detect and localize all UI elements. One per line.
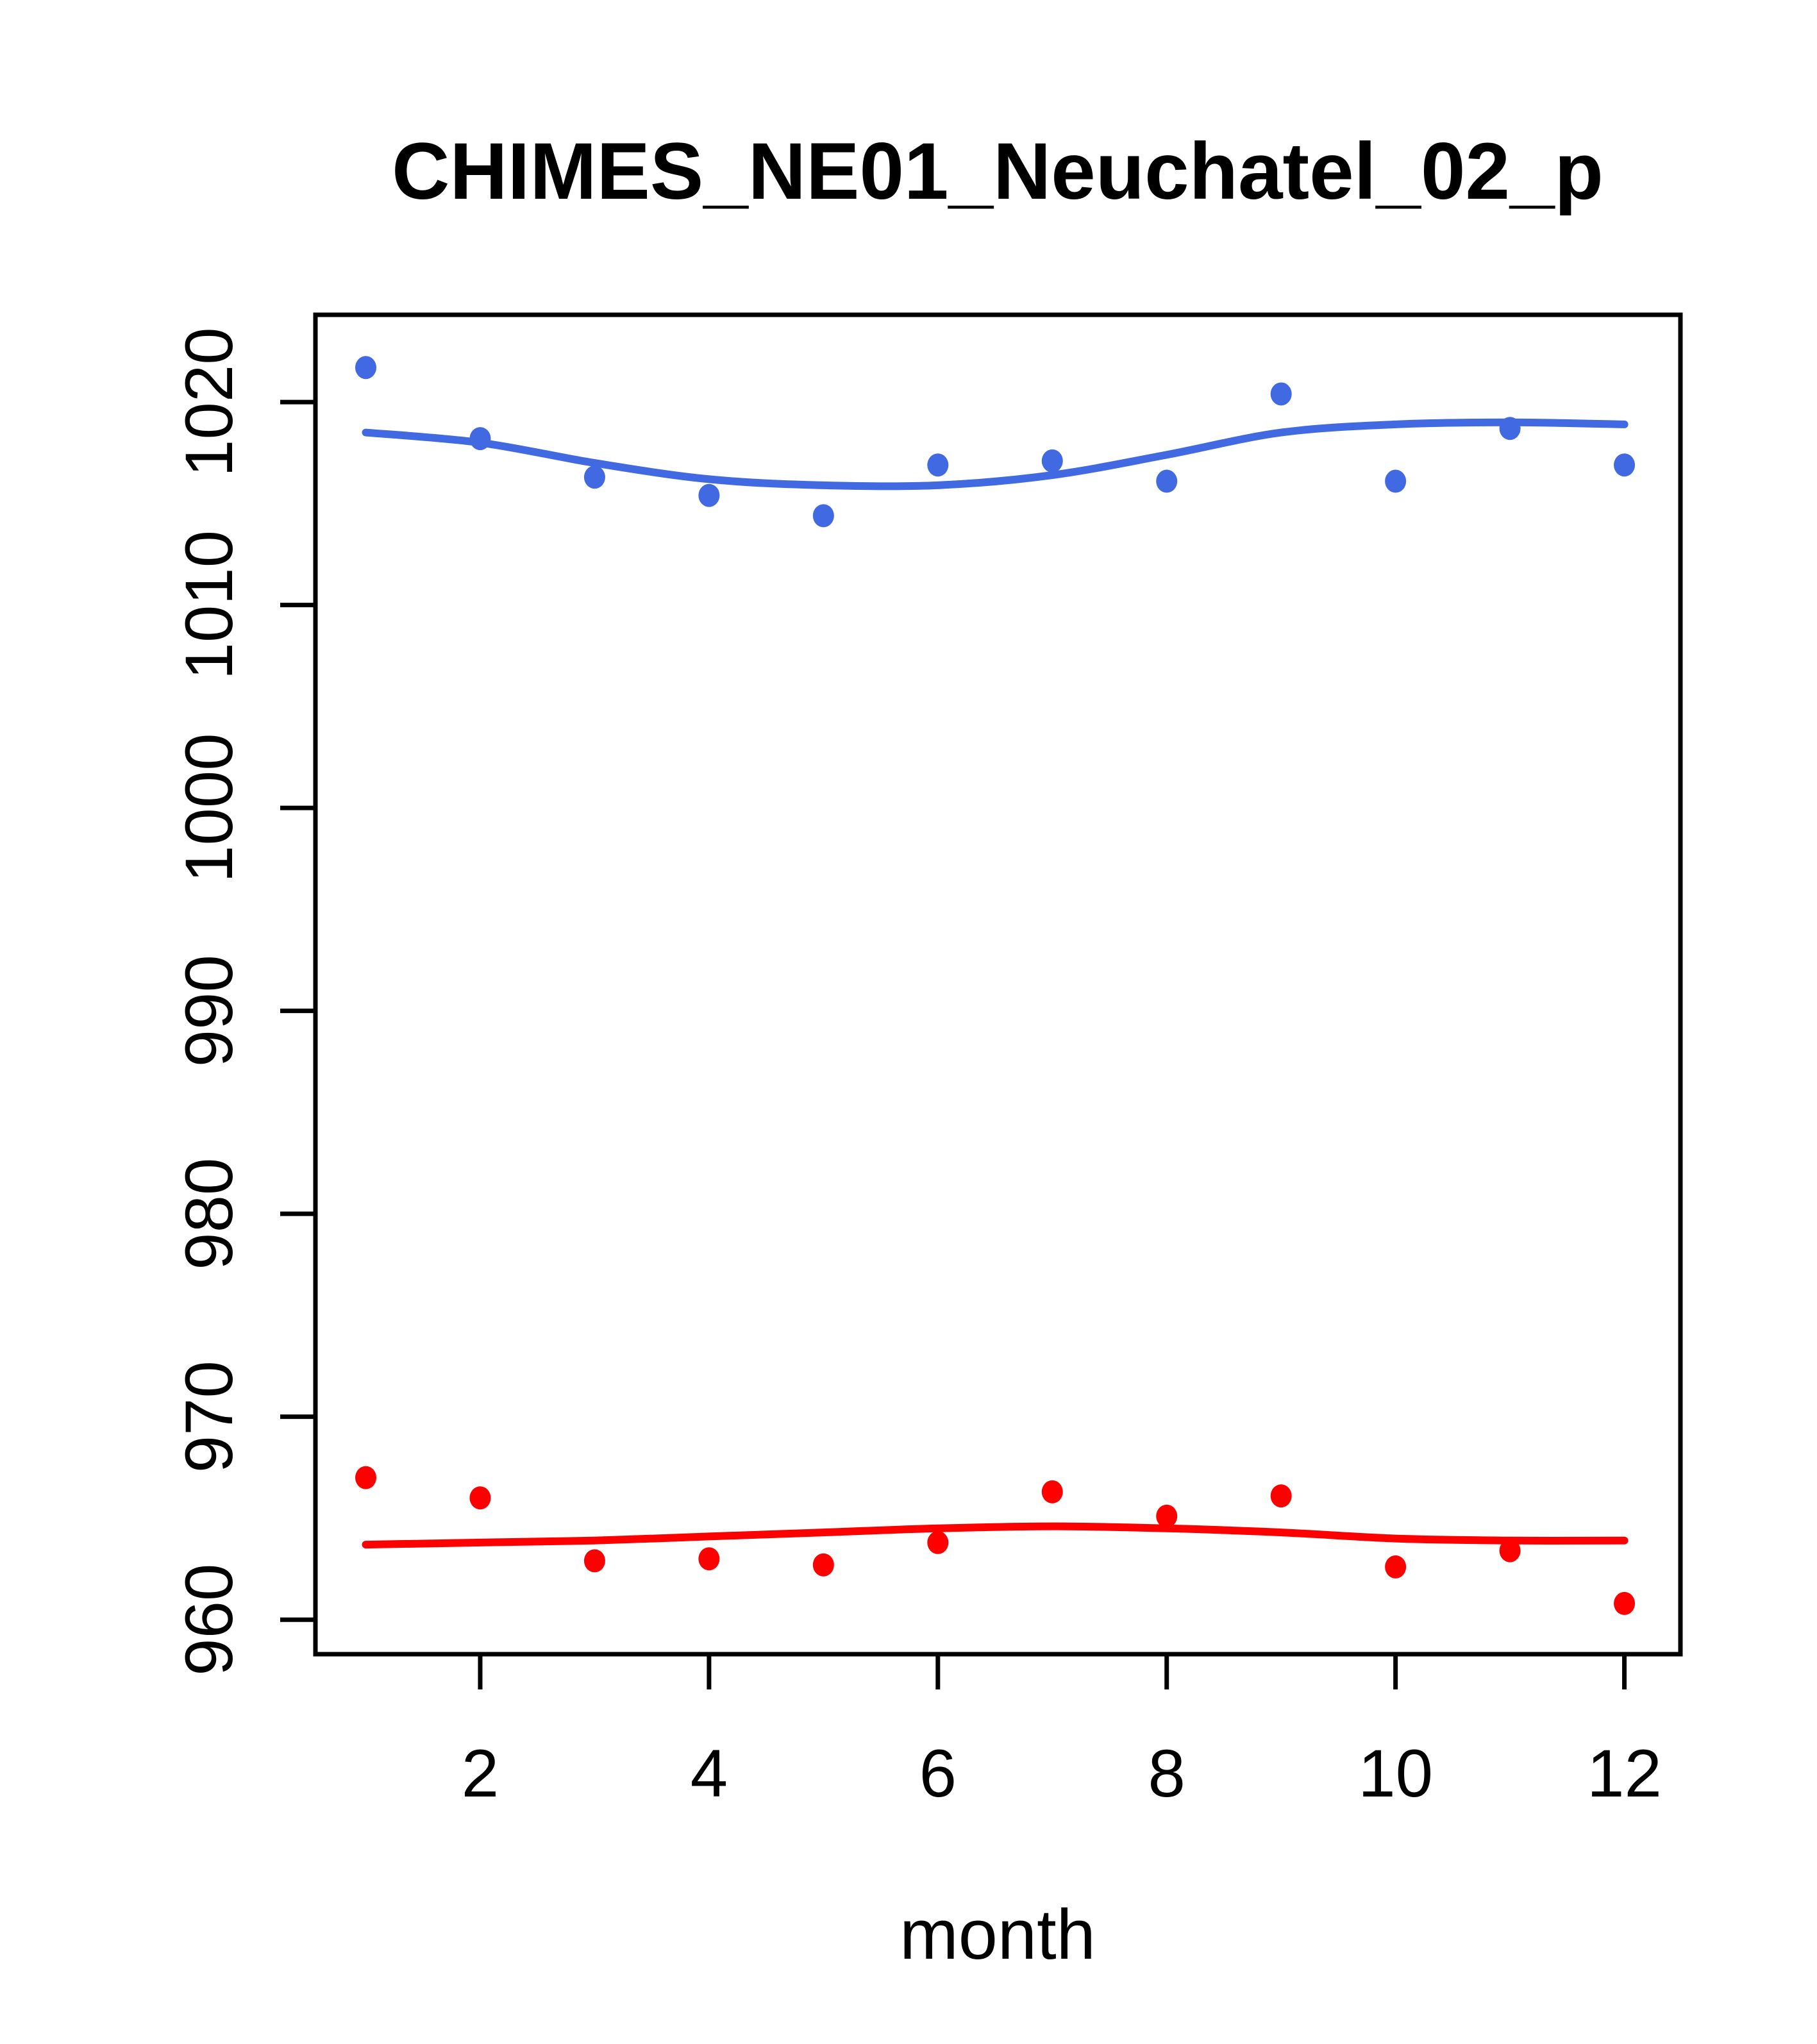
- lower-pressure-red-point: [355, 1466, 377, 1489]
- lower-pressure-red-point: [1041, 1480, 1063, 1504]
- upper-pressure-blue-point: [355, 356, 377, 380]
- upper-pressure-blue-point: [1499, 417, 1521, 440]
- y-tick-label: 1020: [172, 327, 247, 477]
- x-tick-label: 6: [919, 1736, 957, 1811]
- lower-pressure-red-point: [1385, 1555, 1407, 1579]
- lower-pressure-red-loess-line: [362, 1522, 1629, 1549]
- y-tick-label: 990: [172, 955, 247, 1067]
- y-tick-label: 1000: [172, 733, 247, 883]
- x-tick-label: 10: [1358, 1736, 1433, 1811]
- upper-pressure-blue-point: [927, 453, 949, 477]
- lower-pressure-red-point: [1499, 1539, 1521, 1562]
- x-tick-label: 2: [462, 1736, 499, 1811]
- y-axis-ticks: 960 970 980 990 1000 1010 1020: [172, 327, 315, 1676]
- data-points: [355, 356, 1636, 1615]
- upper-pressure-blue-loess-line: [362, 418, 1629, 490]
- lower-pressure-red-point: [1614, 1591, 1636, 1615]
- lower-pressure-red-point: [698, 1547, 720, 1571]
- upper-pressure-blue-point: [1614, 453, 1636, 477]
- lower-pressure-red-point: [1270, 1484, 1292, 1508]
- upper-pressure-blue-point: [812, 504, 834, 528]
- x-tick-label: 12: [1587, 1736, 1662, 1811]
- lower-pressure-red-point: [469, 1486, 491, 1510]
- x-tick-label: 4: [691, 1736, 728, 1811]
- upper-pressure-blue-point: [1270, 382, 1292, 406]
- x-axis-ticks: 2 4 6 8 10 12: [462, 1654, 1662, 1811]
- x-axis-title: month: [900, 1895, 1096, 1974]
- lower-pressure-red-point: [583, 1549, 605, 1573]
- upper-pressure-blue-point: [469, 427, 491, 451]
- lower-pressure-red-point: [812, 1553, 834, 1577]
- plot-frame: [313, 312, 1683, 1657]
- x-tick-label: 8: [1148, 1736, 1185, 1811]
- lower-pressure-red-point: [927, 1530, 949, 1554]
- upper-pressure-blue-point: [698, 483, 720, 507]
- upper-pressure-blue-point: [583, 465, 605, 489]
- upper-pressure-blue-point: [1156, 469, 1178, 493]
- y-tick-label: 1010: [172, 530, 247, 680]
- y-tick-label: 960: [172, 1564, 247, 1676]
- loess-smooth-lines: [362, 418, 1629, 1549]
- lower-pressure-red-point: [1156, 1504, 1178, 1528]
- upper-pressure-blue-point: [1385, 469, 1407, 493]
- y-tick-label: 970: [172, 1361, 247, 1473]
- chart-title: CHIMES_NE01_Neuchatel_02_p: [392, 127, 1603, 216]
- y-tick-label: 980: [172, 1158, 247, 1270]
- upper-pressure-blue-point: [1041, 449, 1063, 473]
